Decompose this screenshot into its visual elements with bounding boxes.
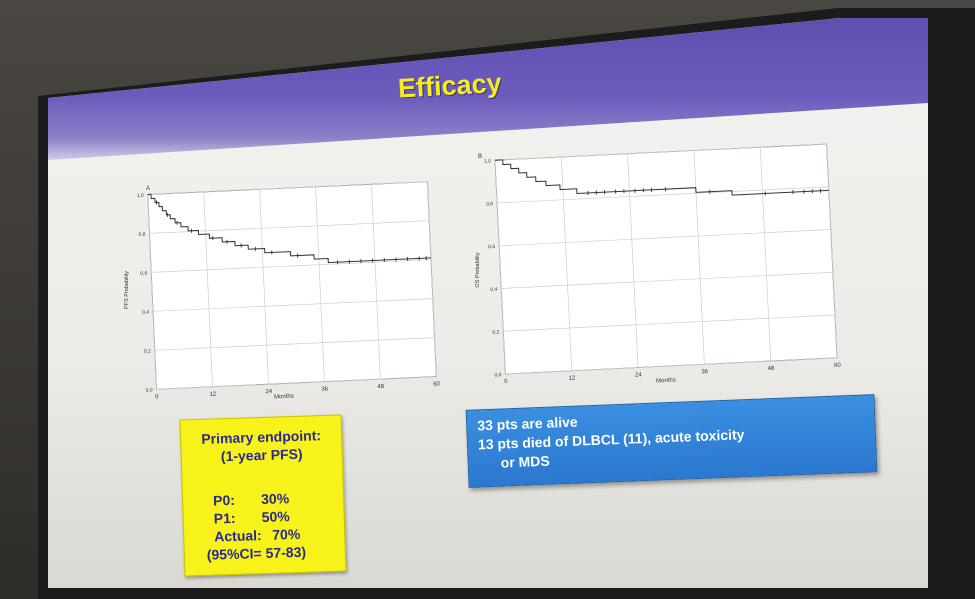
grid-line-x — [203, 191, 213, 387]
y-tick-label: 0,0 — [494, 372, 501, 378]
stat-value: 50% — [261, 508, 290, 526]
x-tick-label: 12 — [209, 392, 217, 398]
y-tick-label: 1,0 — [137, 193, 144, 199]
plot-area: 0 12 24 36 48 60 0,0 0,2 0,4 0,6 0,8 1,0 — [484, 143, 842, 385]
x-tick-label: 60 — [433, 381, 441, 387]
y-tick-label: 0,8 — [486, 201, 493, 207]
stat-label: Actual: — [214, 527, 262, 545]
grid-line-x — [259, 189, 269, 385]
grid-line-y — [501, 271, 833, 289]
grid-line-x — [315, 186, 325, 382]
y-tick-label: 0,2 — [492, 329, 499, 335]
grid-line-x — [494, 160, 506, 374]
confidence-interval: (95%CI= 57-83) — [206, 543, 307, 563]
plot-frame — [494, 143, 838, 375]
x-tick-label: 12 — [569, 376, 577, 382]
grid-line-x — [427, 181, 437, 377]
y-tick-label: 0,6 — [488, 244, 495, 250]
grid-line-y — [156, 376, 437, 390]
y-tick-label: 0,0 — [146, 387, 153, 393]
grid-line-x — [371, 184, 381, 380]
x-tick-label: 0 — [504, 379, 508, 385]
grid-line-y — [154, 337, 435, 351]
grid-line-x — [693, 150, 705, 365]
grid-line-y — [505, 357, 838, 375]
grid-line-x — [826, 144, 838, 358]
x-tick-label: 24 — [635, 372, 643, 378]
plot-area: 0 12 24 36 48 60 0,0 0,2 0,4 0,6 0,8 1,0 — [137, 181, 441, 400]
y-axis-label: PFS Probability — [124, 271, 130, 309]
survival-curve — [494, 159, 829, 196]
primary-endpoint-box: Primary endpoint: (1-year PFS) P0: 30% P… — [179, 414, 347, 577]
grid-line-y — [494, 143, 827, 161]
x-tick-label: 36 — [701, 369, 709, 375]
stat-value: 30% — [260, 490, 290, 508]
y-tick-label: 0,4 — [490, 287, 497, 293]
panel-label: B — [478, 154, 482, 160]
stat-value: 70% — [271, 525, 301, 543]
grid-line-y — [149, 220, 430, 234]
y-tick-label: 0,6 — [140, 271, 147, 277]
x-tick-label: 48 — [768, 366, 776, 372]
grid-line-x — [147, 194, 157, 390]
survival-summary-box: 33 pts are alive 13 pts died of DLBCL (1… — [465, 394, 878, 488]
grid-line-x — [627, 153, 639, 368]
grid-line-y — [503, 314, 835, 332]
stat-label: P1: — [213, 509, 236, 527]
y-tick-label: 0,2 — [144, 348, 151, 354]
x-tick-label: 0 — [155, 394, 159, 400]
grid-line-y — [153, 298, 433, 312]
y-tick-label: 1,0 — [484, 158, 491, 164]
x-tick-label: 60 — [834, 363, 842, 369]
y-axis-label: OS Probability — [475, 252, 481, 287]
x-tick-label: 48 — [377, 384, 385, 390]
x-tick-label: 36 — [321, 386, 329, 392]
grid-line-y — [147, 181, 428, 195]
x-axis-label: Months — [274, 394, 294, 401]
stat-label: P0: — [212, 491, 236, 509]
grid-line-x — [759, 147, 772, 362]
x-tick-label: 24 — [265, 389, 273, 395]
grid-line-y — [499, 229, 831, 247]
y-tick-label: 0,8 — [138, 232, 145, 238]
panel-label: A — [146, 186, 150, 192]
y-tick-label: 0,4 — [142, 310, 149, 316]
grid-line-y — [497, 186, 829, 204]
x-axis-label: Months — [656, 378, 676, 385]
survival-curve — [147, 193, 431, 264]
grid-line-x — [560, 156, 573, 371]
